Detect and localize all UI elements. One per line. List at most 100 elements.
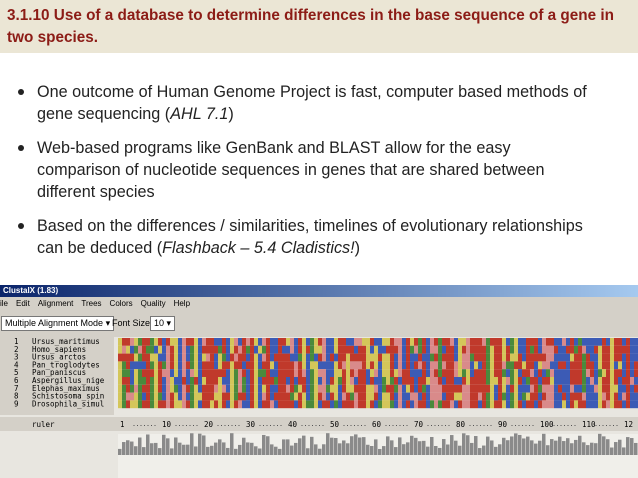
alignment-cell <box>582 384 586 393</box>
alignment-cell <box>170 400 174 409</box>
alignment-cell <box>450 377 454 385</box>
alignment-cell <box>318 345 322 354</box>
menu-item[interactable]: Edit <box>16 299 30 308</box>
alignment-cell <box>254 338 258 346</box>
alignment-cell <box>306 338 310 346</box>
alignment-cell <box>466 377 470 385</box>
alignment-cell <box>182 369 186 377</box>
quality-bar <box>434 445 438 455</box>
alignment-cell <box>390 377 394 385</box>
quality-bar <box>458 445 462 455</box>
alignment-cell <box>350 384 354 393</box>
alignment-cell <box>438 369 442 377</box>
clustalx-window: ClustalX (1.83) ile Edit Alignment Trees Col… <box>0 285 638 478</box>
alignment-cell <box>590 400 594 409</box>
alignment-cell <box>634 369 638 377</box>
alignment-cell <box>222 400 226 409</box>
ruler-dot <box>553 425 555 426</box>
menu-item[interactable]: Help <box>173 299 191 308</box>
alignment-cell <box>474 384 478 393</box>
alignment-cell <box>202 361 206 370</box>
alignment-cell <box>266 384 270 393</box>
menu-item[interactable]: Colors <box>109 299 133 308</box>
alignment-cell <box>490 345 494 354</box>
alignment-cell <box>130 345 134 354</box>
alignment-cell <box>394 345 398 354</box>
alignment-cell <box>158 353 162 362</box>
quality-bar <box>474 436 478 455</box>
alignment-cell <box>538 345 542 354</box>
alignment-cell <box>366 369 370 377</box>
alignment-cell <box>418 369 422 377</box>
alignment-cell <box>222 353 226 362</box>
ruler-dot <box>189 425 191 426</box>
alignment-cell <box>458 345 462 354</box>
mode-select[interactable]: Multiple Alignment Mode ▾ <box>1 316 115 331</box>
alignment-cell <box>518 400 522 409</box>
ruler-mark: 70 <box>414 420 424 429</box>
alignment-cell <box>482 361 486 370</box>
menu-item[interactable]: Trees <box>81 299 102 308</box>
alignment-cell <box>210 361 214 370</box>
ruler-strip <box>0 417 638 431</box>
menu-item[interactable]: Alignment <box>37 299 74 308</box>
alignment-cell <box>282 345 286 354</box>
alignment-cell <box>498 361 502 370</box>
alignment-cell <box>242 392 246 401</box>
alignment-cell <box>314 392 318 401</box>
menu-item[interactable]: ile <box>0 299 9 308</box>
alignment-cell <box>286 400 290 409</box>
alignment-cell <box>446 392 450 401</box>
alignment-cell <box>530 400 534 409</box>
alignment-cell <box>154 353 158 362</box>
ruler-dot <box>480 425 481 426</box>
alignment-cell <box>630 377 634 385</box>
quality-bar <box>182 444 186 455</box>
slide-title: 3.1.10 Use of a database to determine di… <box>7 7 614 46</box>
alignment-cell <box>254 384 258 393</box>
alignment-cell <box>266 392 270 401</box>
alignment-cell <box>610 400 614 409</box>
alignment-cell <box>374 369 378 377</box>
alignment-cell <box>206 377 210 385</box>
alignment-cell <box>554 392 558 401</box>
alignment-cell <box>378 392 382 401</box>
alignment-cell <box>294 369 298 377</box>
alignment-cell <box>246 377 250 385</box>
alignment-cell <box>538 392 542 401</box>
alignment-cell <box>158 392 162 401</box>
menu-item[interactable]: Quality <box>140 299 166 308</box>
alignment-cell <box>302 338 306 346</box>
alignment-cell <box>342 369 346 377</box>
alignment-cell <box>418 353 422 362</box>
font-size-select[interactable]: 10 ▾ <box>150 316 176 331</box>
alignment-cell <box>322 353 326 362</box>
alignment-cell <box>230 361 234 370</box>
alignment-cell <box>430 353 434 362</box>
alignment-cell <box>262 384 266 393</box>
alignment-cell <box>278 392 282 401</box>
quality-bar <box>634 442 638 455</box>
alignment-cell <box>302 400 306 409</box>
ruler-dot <box>515 425 516 426</box>
alignment-cell <box>354 338 358 346</box>
alignment-cell <box>374 353 378 362</box>
alignment-cell <box>122 392 126 401</box>
alignment-cell <box>378 384 382 393</box>
alignment-cell <box>586 345 590 354</box>
ruler-dot <box>343 425 345 426</box>
alignment-cell <box>242 384 246 393</box>
alignment-cell <box>578 361 582 370</box>
ruler-label: ruler <box>32 420 55 429</box>
alignment-cell <box>574 384 578 393</box>
alignment-cell <box>474 361 478 370</box>
quality-bar <box>130 441 134 455</box>
quality-bar <box>158 448 162 455</box>
alignment-cell <box>166 353 170 362</box>
seq-number: 5 <box>14 368 19 377</box>
alignment-cell <box>454 345 458 354</box>
alignment-cell <box>222 361 226 370</box>
alignment-cell <box>178 338 182 346</box>
alignment-cell <box>130 400 134 409</box>
alignment-cell <box>170 338 174 346</box>
